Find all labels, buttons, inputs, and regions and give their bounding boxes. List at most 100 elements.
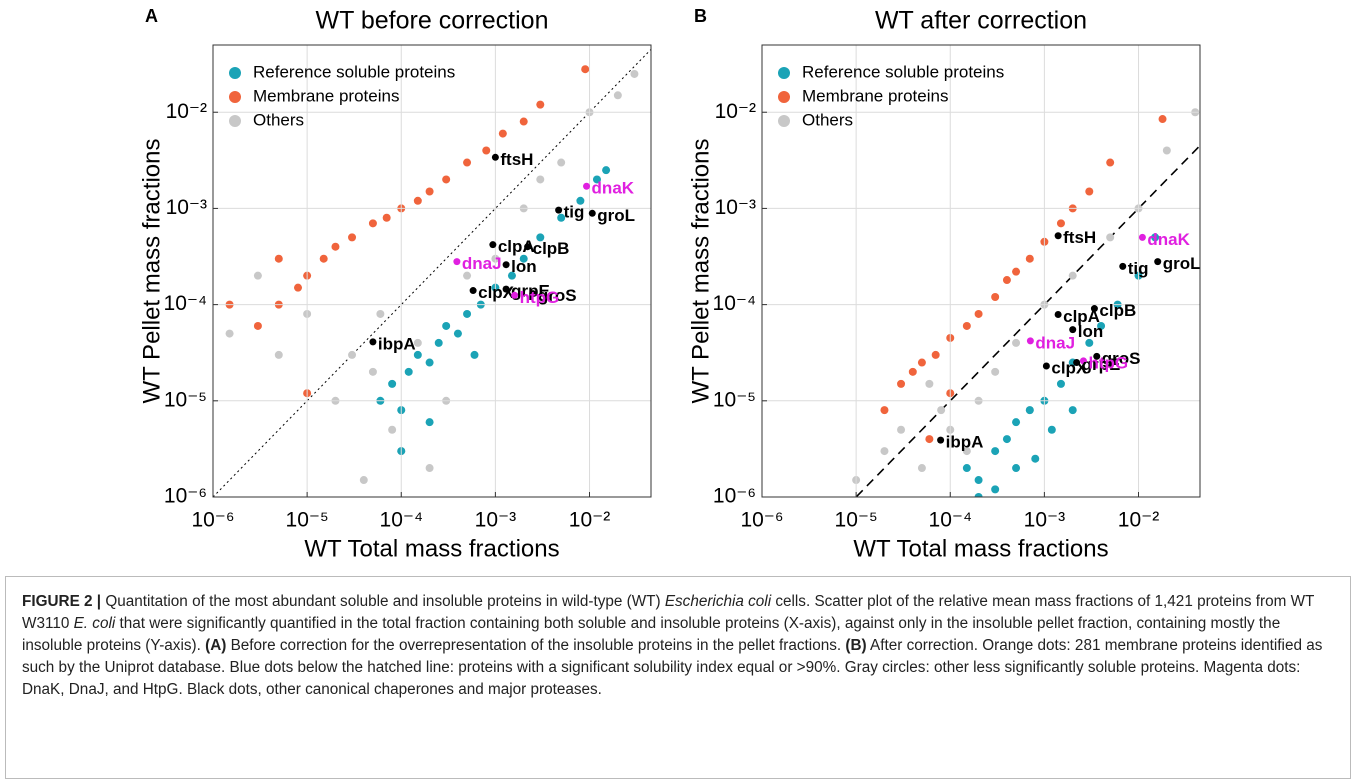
- point-label: tig: [1128, 259, 1149, 278]
- caption-text: FIGURE 2 |: [22, 593, 102, 610]
- x-tick-label: 10⁻³: [1024, 509, 1065, 532]
- data-point: [413, 350, 422, 359]
- y-tick-label: 10⁻⁵: [713, 388, 756, 411]
- legend-label: Reference soluble proteins: [253, 62, 455, 81]
- data-point: [507, 271, 516, 280]
- data-point: [962, 447, 971, 456]
- highlight-point: [588, 209, 596, 217]
- caption-text: (B): [845, 637, 867, 654]
- highlight-point: [1026, 337, 1034, 345]
- data-point: [1047, 425, 1056, 434]
- point-label: ibpA: [946, 433, 984, 452]
- x-tick-label: 10⁻³: [475, 509, 516, 532]
- chart-title: WT before correction: [316, 7, 549, 35]
- panel: 10⁻⁶ 10⁻⁵ 10⁻⁴ 10⁻³ 10⁻² 10⁻⁶ 10⁻⁵ 10⁻⁴ 10⁻³ 10⁻²…: [687, 6, 1200, 563]
- data-point: [974, 493, 983, 497]
- legend-marker: [778, 67, 790, 79]
- point-label: lon: [1078, 322, 1104, 341]
- data-point: [1056, 379, 1065, 388]
- data-point: [1031, 454, 1040, 463]
- data-point: [253, 271, 262, 280]
- data-point: [294, 283, 303, 292]
- data-point: [425, 187, 434, 196]
- data-point: [557, 213, 566, 222]
- data-point: [925, 379, 934, 388]
- y-tick-label: 10⁻²: [166, 100, 207, 123]
- data-point: [1106, 158, 1115, 167]
- highlight-point: [1042, 362, 1050, 370]
- data-point: [519, 117, 528, 126]
- data-point: [991, 447, 1000, 456]
- plot-frame: [212, 44, 652, 498]
- highlight-point: [1069, 326, 1077, 334]
- point-label: clpA: [1063, 307, 1100, 326]
- data-point: [404, 367, 413, 376]
- highlight-point: [937, 436, 945, 444]
- x-axis-label: WT Total mass fractions: [853, 535, 1108, 562]
- caption-text: Escherichia coli: [664, 593, 772, 610]
- highlight-point: [583, 182, 591, 190]
- data-point: [274, 254, 283, 263]
- point-label: ftsH: [1063, 228, 1096, 247]
- data-point: [413, 338, 422, 347]
- data-point: [917, 464, 926, 473]
- data-point: [1162, 146, 1171, 155]
- data-point: [1012, 338, 1021, 347]
- highlight-point: [453, 258, 461, 266]
- data-point: [319, 254, 328, 263]
- data-point: [991, 367, 1000, 376]
- plot-clip: [852, 108, 1200, 497]
- caption: FIGURE 2 | Quantitation of the most abun…: [5, 576, 1351, 779]
- data-point: [225, 329, 234, 338]
- data-point: [931, 350, 940, 359]
- data-point: [1056, 219, 1065, 228]
- point-label: lon: [511, 257, 536, 276]
- data-point: [1012, 267, 1021, 276]
- data-point: [368, 367, 377, 376]
- legend-marker: [229, 67, 241, 79]
- point-label: groL: [597, 206, 635, 225]
- data-point: [453, 329, 462, 338]
- highlight-point: [491, 153, 499, 161]
- data-point: [442, 321, 451, 330]
- data-point: [368, 219, 377, 228]
- x-tick-label: 10⁻⁵: [286, 509, 329, 532]
- point-label: groS: [538, 286, 577, 305]
- data-point: [974, 476, 983, 485]
- highlight-point: [502, 261, 510, 269]
- legend-marker: [229, 91, 241, 103]
- y-axis-label: WT Pellet mass fractions: [687, 139, 714, 404]
- x-tick-label: 10⁻⁵: [835, 509, 878, 532]
- highlight-point: [1090, 305, 1098, 313]
- data-point: [1158, 115, 1167, 124]
- data-point: [917, 358, 926, 367]
- data-point: [613, 91, 622, 100]
- plot-area: [762, 45, 1200, 497]
- panel-label: B: [694, 6, 707, 26]
- y-tick-label: 10⁻³: [715, 196, 756, 219]
- data-point: [463, 309, 472, 318]
- point-label: ftsH: [500, 150, 533, 169]
- data-point: [1025, 406, 1034, 415]
- highlight-point: [469, 287, 477, 295]
- y-tick-label: 10⁻⁶: [164, 485, 207, 508]
- data-point: [991, 485, 1000, 494]
- y-tick-label: 10⁻⁶: [713, 485, 756, 508]
- x-tick-label: 10⁻⁶: [740, 509, 783, 532]
- highlight-point: [555, 206, 563, 214]
- highlight-point: [1054, 310, 1062, 318]
- chart-title: WT after correction: [875, 7, 1087, 35]
- data-point: [962, 321, 971, 330]
- caption-text: Quantitation of the most abundant solubl…: [101, 593, 665, 610]
- data-point: [897, 379, 906, 388]
- data-point: [482, 146, 491, 155]
- caption-text: E. coli: [73, 615, 116, 632]
- data-point: [1151, 233, 1160, 242]
- data-point: [576, 196, 585, 205]
- data-point: [1012, 418, 1021, 427]
- data-point: [388, 379, 397, 388]
- point-label: ibpA: [378, 334, 416, 353]
- x-tick-label: 10⁻⁴: [929, 509, 972, 532]
- point-label: tig: [564, 203, 585, 222]
